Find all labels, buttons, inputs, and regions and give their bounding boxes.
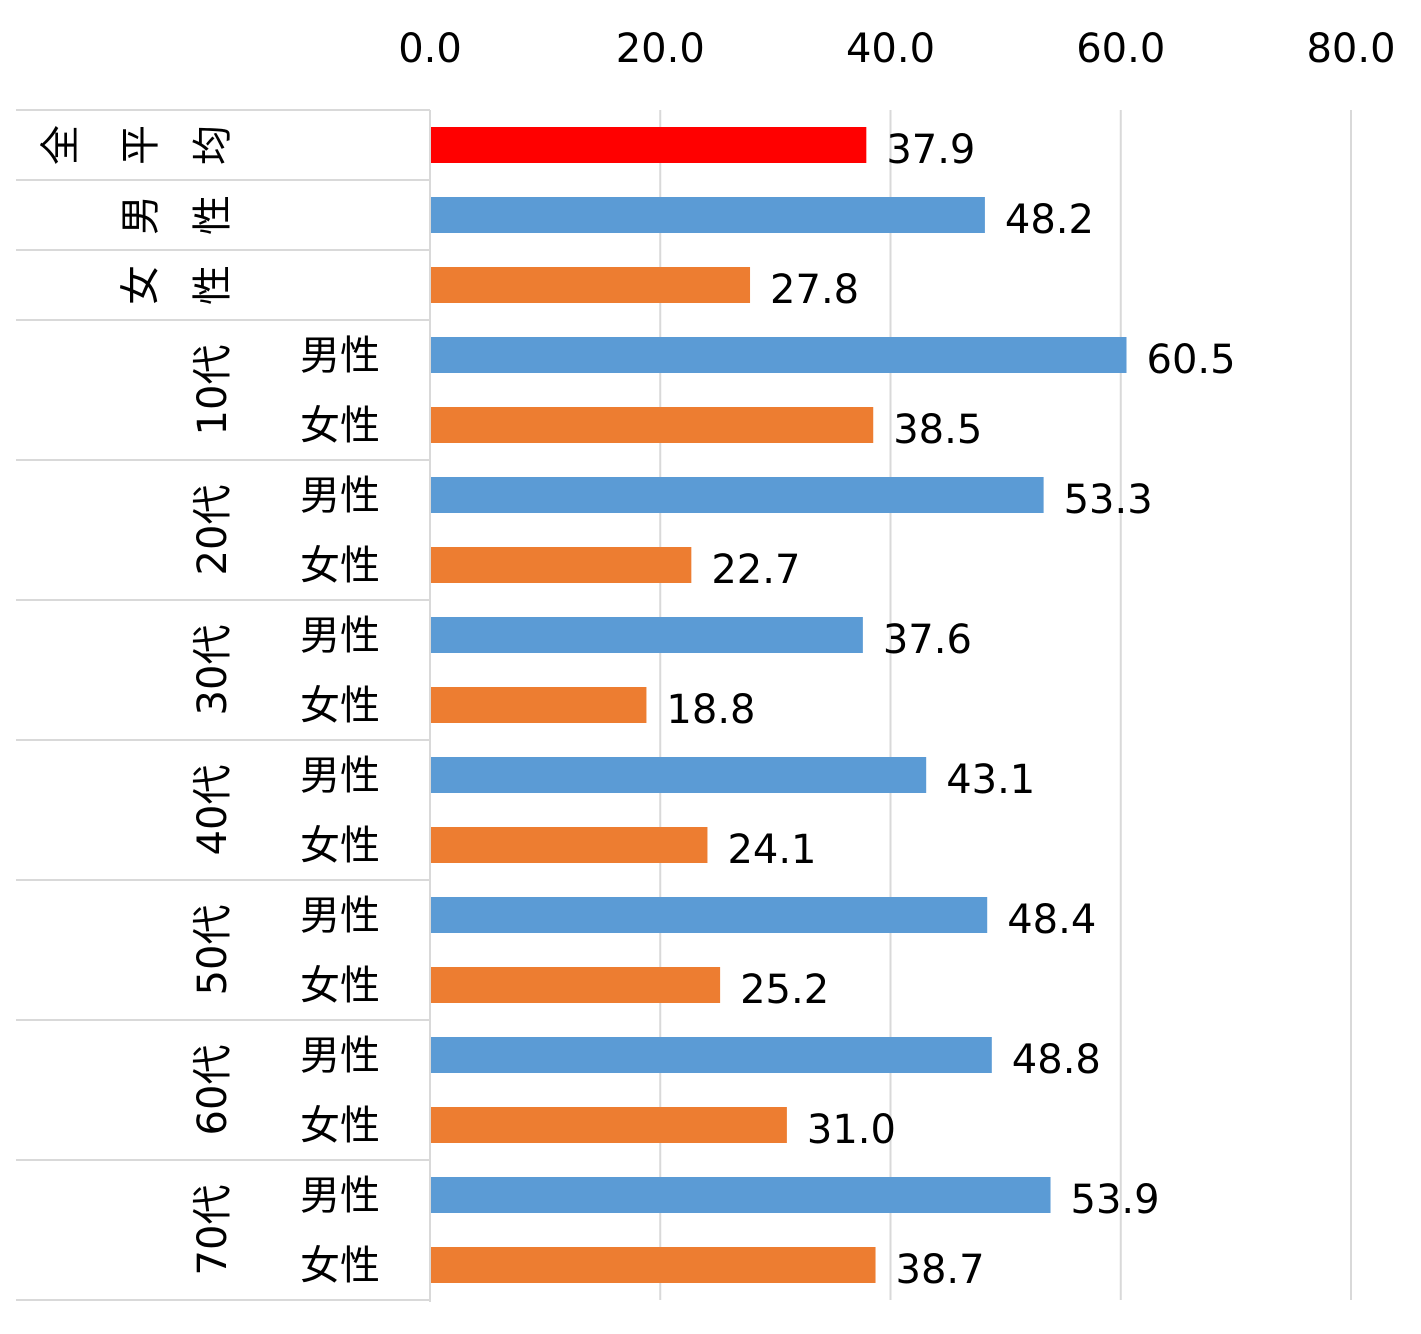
row-label: 男性	[300, 333, 380, 379]
data-label: 37.9	[886, 127, 975, 173]
bar-male	[431, 1037, 992, 1073]
data-labels: 37.9 48.2 27.8 60.5 38.5 53.3 22.7 37.6 18.8 43.1…	[666, 127, 1235, 1293]
data-label: 43.1	[946, 757, 1035, 803]
x-tick-label: 20.0	[616, 26, 705, 72]
bar-female	[431, 827, 708, 863]
data-label: 38.5	[893, 407, 982, 453]
row-label: 男性	[300, 1173, 380, 1219]
group-label: 70代	[190, 1185, 236, 1276]
x-tick-label: 80.0	[1306, 26, 1395, 72]
data-label: 38.7	[896, 1247, 985, 1293]
data-label: 24.1	[727, 827, 816, 873]
data-label: 27.8	[770, 267, 859, 313]
group-label-char: 全	[38, 125, 84, 165]
group-label: 40代	[190, 765, 236, 856]
group-label: 60代	[190, 1045, 236, 1136]
group-label-char: 平	[118, 125, 164, 165]
group-label: 10代	[190, 345, 236, 436]
row-label: 男性	[300, 753, 380, 799]
bar-female	[431, 687, 647, 723]
bar-overall	[431, 127, 867, 163]
bar-female	[431, 547, 692, 583]
x-tick-label: 40.0	[846, 26, 935, 72]
x-tick-label: 0.0	[398, 26, 462, 72]
bar-female	[431, 1107, 787, 1143]
row-label: 女性	[300, 543, 380, 589]
row-label: 女性	[300, 1103, 380, 1149]
x-tick-label: 60.0	[1076, 26, 1165, 72]
row-label: 女性	[300, 823, 380, 869]
data-label: 60.5	[1147, 337, 1236, 383]
x-axis-tick-labels: 0.0 20.0 40.0 60.0 80.0	[398, 26, 1395, 72]
group-label-char: 性	[190, 265, 236, 305]
group-label-char: 女	[118, 265, 164, 305]
row-label: 女性	[300, 1243, 380, 1289]
bar-female	[431, 1247, 876, 1283]
row-label: 男性	[300, 893, 380, 939]
data-label: 53.3	[1064, 477, 1153, 523]
row-label: 女性	[300, 963, 380, 1009]
bar-female	[431, 267, 751, 303]
category-table: 全平均男 性女 性10代 男性女性20代 男性女性30代 男性女性40代 男性女性50代 男性…	[16, 109, 431, 1302]
group-label: 50代	[190, 905, 236, 996]
bar-male	[431, 477, 1044, 513]
group-label-char: 均	[190, 125, 236, 165]
group-label-char: 性	[190, 195, 236, 235]
data-label: 25.2	[740, 967, 829, 1013]
data-label: 48.8	[1012, 1037, 1101, 1083]
row-label: 男性	[300, 613, 380, 659]
bar-male	[431, 617, 863, 653]
group-label-char: 男	[118, 195, 164, 235]
data-label: 48.4	[1007, 897, 1096, 943]
data-label: 22.7	[711, 547, 800, 593]
data-label: 31.0	[807, 1107, 896, 1153]
bar-male	[431, 337, 1127, 373]
data-label: 53.9	[1071, 1177, 1160, 1223]
group-label: 20代	[190, 485, 236, 576]
bar-female	[431, 407, 874, 443]
bar-male	[431, 1177, 1051, 1213]
bar-female	[431, 967, 721, 1003]
data-label: 37.6	[883, 617, 972, 663]
row-label: 女性	[300, 403, 380, 449]
bar-male	[431, 757, 927, 793]
row-label: 女性	[300, 683, 380, 729]
bar-male	[431, 897, 988, 933]
bars	[431, 127, 1127, 1283]
data-label: 18.8	[666, 687, 755, 733]
data-label: 48.2	[1005, 197, 1094, 243]
bar-male	[431, 197, 985, 233]
row-label: 男性	[300, 473, 380, 519]
gridlines	[659, 110, 1352, 1300]
row-label: 男性	[300, 1033, 380, 1079]
group-label: 30代	[190, 625, 236, 716]
